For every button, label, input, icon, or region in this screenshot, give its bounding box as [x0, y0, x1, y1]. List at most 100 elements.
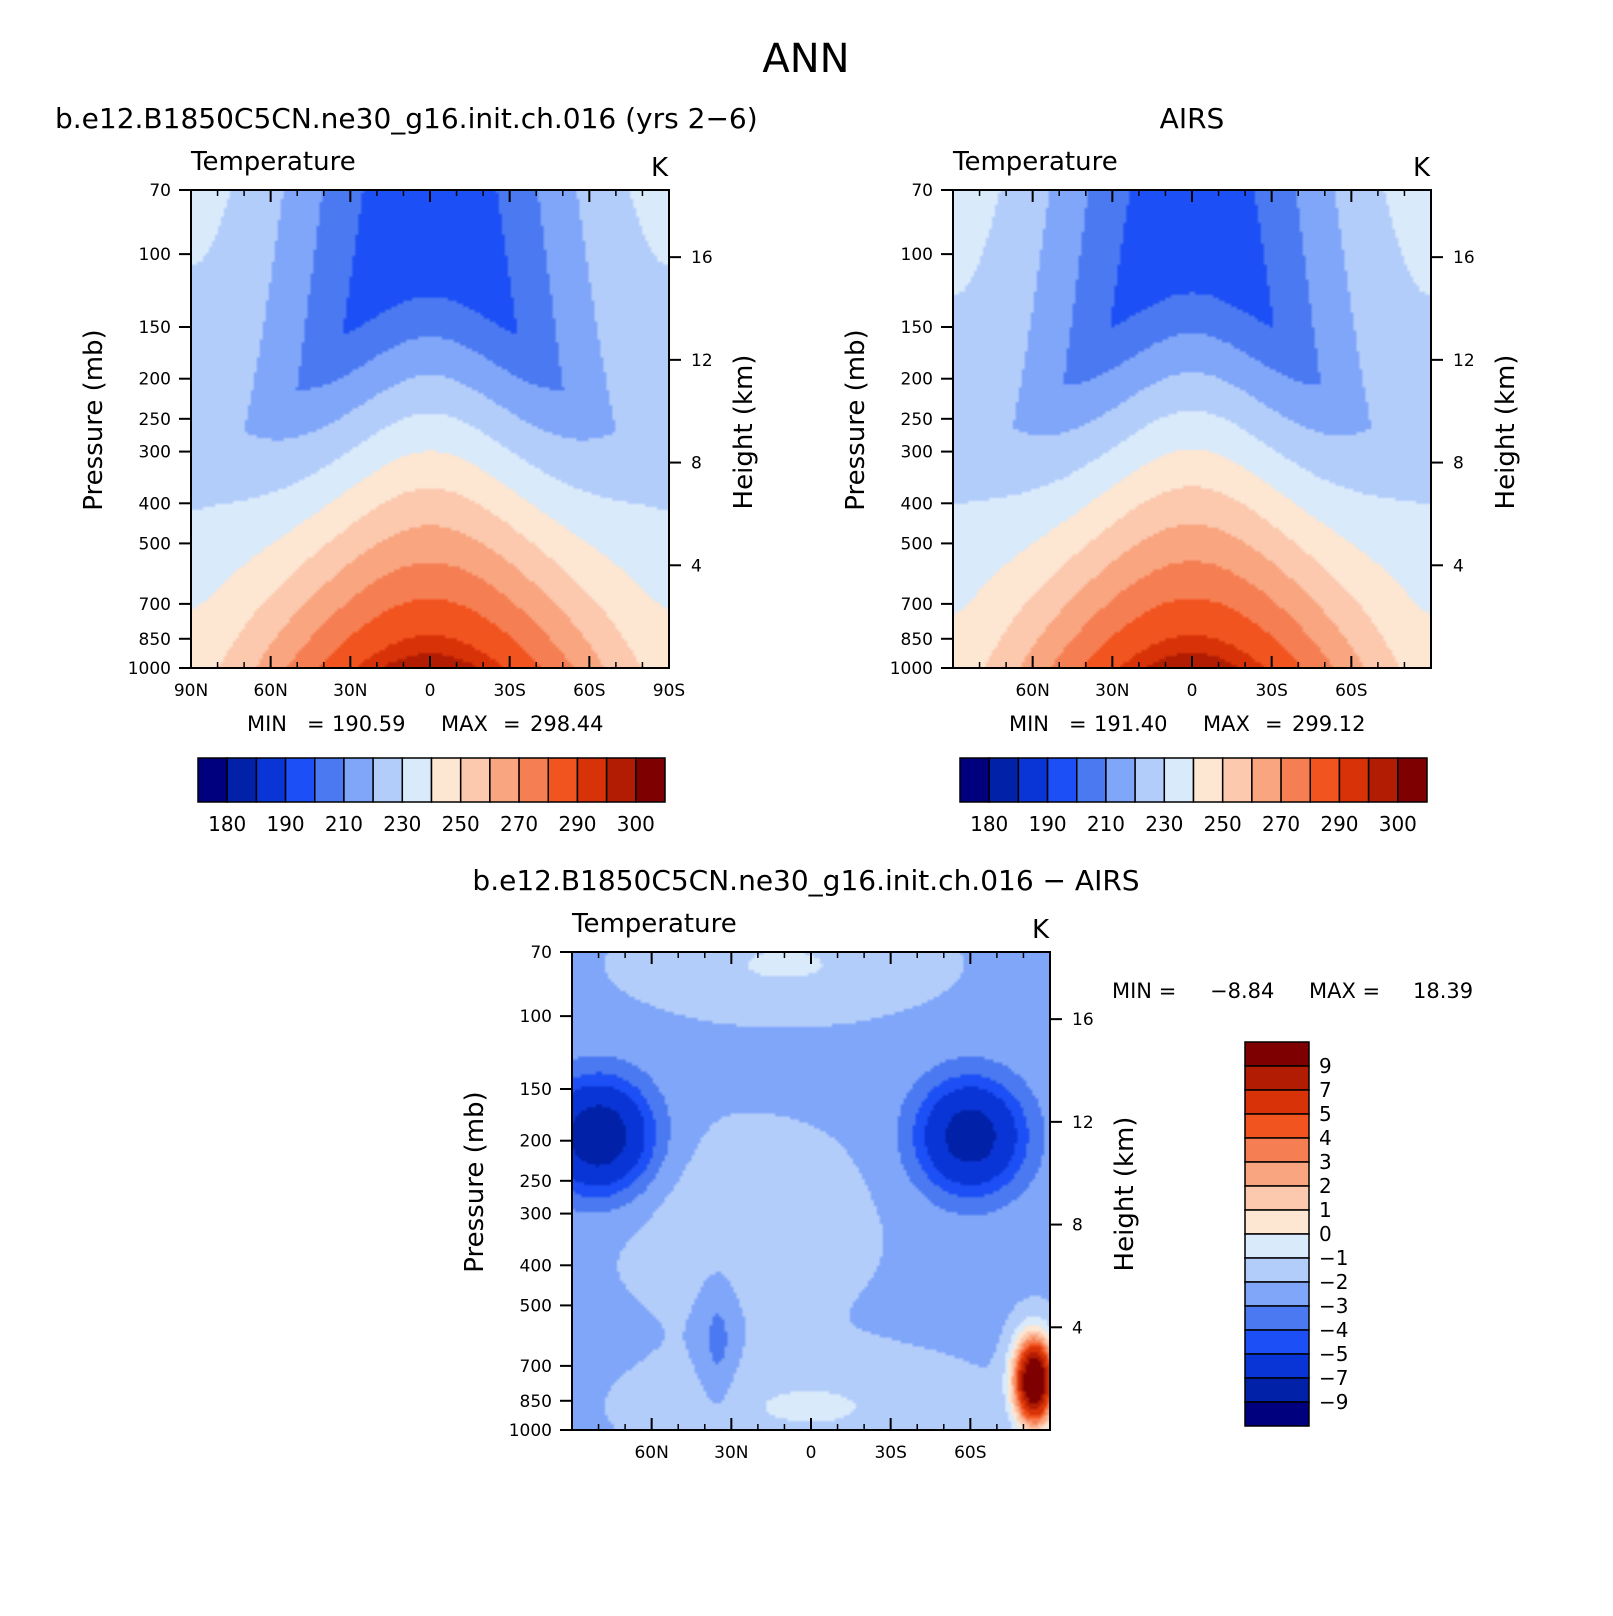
colorbar-swatch — [1046, 757, 1078, 803]
x-tick-label: 90S — [653, 681, 685, 701]
colorbar-label: 180 — [208, 812, 246, 836]
panel-model-right-ylabel: Height (km) — [729, 355, 759, 510]
panel-diff-stats: MIN = −8.84 MAX = 18.39 — [1112, 979, 1473, 1003]
panel-obs-max-eq: = — [1265, 712, 1283, 736]
right-tick-label: 12 — [1072, 1113, 1094, 1133]
y-tick-label: 700 — [139, 595, 171, 615]
y-tick-label: 300 — [901, 443, 933, 463]
panel-obs-min-eq: = — [1069, 712, 1087, 736]
colorbar-swatch — [1244, 1281, 1310, 1307]
y-tick-label: 250 — [901, 410, 933, 430]
right-tick-label: 8 — [691, 454, 702, 474]
colorbar-swatch — [226, 757, 258, 803]
colorbar-label: −2 — [1319, 1270, 1348, 1294]
x-tick-label: 30N — [1095, 681, 1129, 701]
y-tick-label: 850 — [901, 630, 933, 650]
colorbar-swatch — [1244, 1065, 1310, 1091]
colorbar-label: −4 — [1319, 1318, 1348, 1342]
colorbar-swatch — [988, 757, 1020, 803]
right-tick-label: 4 — [1453, 556, 1464, 576]
colorbar-swatch — [1244, 1257, 1310, 1283]
panel-obs-min-value: 191.40 — [1094, 712, 1167, 736]
colorbar-swatch — [1221, 757, 1253, 803]
colorbar-swatch — [343, 757, 374, 803]
x-tick-label: 60S — [954, 1443, 986, 1463]
panel-model-min-label: MIN — [247, 712, 287, 736]
colorbar-swatch — [1244, 1161, 1310, 1187]
x-tick-label: 60N — [1015, 681, 1049, 701]
colorbar-swatch — [576, 757, 608, 803]
colorbar-swatch — [1244, 1233, 1310, 1259]
y-tick-label: 850 — [139, 630, 171, 650]
panel-model-title: b.e12.B1850C5CN.ne30_g16.init.ch.016 (yr… — [55, 102, 758, 135]
panel-obs-max-value: 299.12 — [1292, 712, 1365, 736]
panel-model-plot: 90N 60N 30N 0 30S 60S 90S 70 100 150 200 250 300 400 5… — [128, 181, 713, 701]
colorbar-label: 270 — [500, 812, 538, 836]
panel-diff-max-value: 18.39 — [1413, 979, 1473, 1003]
y-tick-label: 70 — [911, 181, 933, 201]
y-tick-label: 100 — [139, 245, 171, 265]
colorbar-label: 230 — [383, 812, 421, 836]
colorbar-swatch — [635, 757, 666, 803]
colorbar-swatch — [284, 757, 316, 803]
x-tick-label: 60S — [573, 681, 605, 701]
y-tick-label: 700 — [520, 1357, 552, 1377]
colorbar-swatch — [1309, 757, 1341, 803]
panel-model-min-value: 190.59 — [332, 712, 405, 736]
x-tick-label: 30S — [1255, 681, 1287, 701]
x-tick-label: 30S — [874, 1443, 906, 1463]
y-tick-label: 1000 — [890, 659, 933, 679]
panel-model: b.e12.B1850C5CN.ne30_g16.init.ch.016 (yr… — [55, 102, 759, 836]
panel-obs-right-ylabel: Height (km) — [1491, 355, 1521, 510]
colorbar-swatch — [314, 757, 345, 803]
x-tick-label: 60N — [634, 1443, 668, 1463]
right-tick-label: 12 — [1453, 351, 1475, 371]
right-tick-label: 16 — [691, 248, 713, 268]
colorbar-label: 210 — [1087, 812, 1125, 836]
panel-diff-min-value: −8.84 — [1210, 979, 1274, 1003]
y-tick-label: 500 — [901, 534, 933, 554]
colorbar-label: 190 — [266, 812, 304, 836]
colorbar-swatch — [1244, 1041, 1310, 1067]
right-tick-label: 16 — [1453, 248, 1475, 268]
colorbar-label: −7 — [1319, 1366, 1348, 1390]
panel-model-max-label: MAX — [441, 712, 488, 736]
colorbar-swatch — [1163, 757, 1195, 803]
colorbar-swatch — [489, 757, 520, 803]
colorbar-swatch — [1338, 757, 1370, 803]
y-tick-label: 850 — [520, 1392, 552, 1412]
panel-obs-colorbar: 180 190 210 230 250 270 290 300 — [959, 757, 1428, 836]
colorbar-swatch — [255, 757, 287, 803]
panel-model-variable: Temperature — [190, 147, 356, 177]
colorbar-label: −3 — [1319, 1294, 1348, 1318]
colorbar-swatch — [1192, 757, 1224, 803]
y-tick-label: 300 — [520, 1205, 552, 1225]
panel-model-max-value: 298.44 — [530, 712, 603, 736]
panel-diff-units: K — [1032, 915, 1050, 945]
colorbar-label: 300 — [617, 812, 655, 836]
x-tick-label: 0 — [425, 681, 436, 701]
y-tick-label: 700 — [901, 595, 933, 615]
right-tick-label: 8 — [1453, 454, 1464, 474]
colorbar-label: 300 — [1379, 812, 1417, 836]
colorbar-swatch — [1251, 757, 1282, 803]
colorbar-label: 0 — [1319, 1222, 1332, 1246]
y-tick-label: 300 — [139, 443, 171, 463]
colorbar-label: 5 — [1319, 1102, 1332, 1126]
y-tick-label: 500 — [139, 534, 171, 554]
colorbar-label: 3 — [1319, 1150, 1332, 1174]
right-tick-label: 16 — [1072, 1010, 1094, 1030]
y-tick-label: 200 — [901, 370, 933, 390]
y-tick-label: 70 — [530, 943, 552, 963]
panel-model-colorbar: 180 190 210 230 250 270 290 300 — [197, 757, 666, 836]
colorbar-swatch — [1244, 1329, 1310, 1355]
panel-obs-variable: Temperature — [952, 147, 1118, 177]
y-tick-label: 70 — [149, 181, 171, 201]
colorbar-swatch — [1244, 1305, 1310, 1331]
field-contours — [953, 190, 1431, 668]
field-contours — [572, 952, 1050, 1430]
panel-model-ylabel: Pressure (mb) — [79, 329, 109, 510]
panel-obs-min-label: MIN — [1009, 712, 1049, 736]
colorbar-swatch — [430, 757, 462, 803]
